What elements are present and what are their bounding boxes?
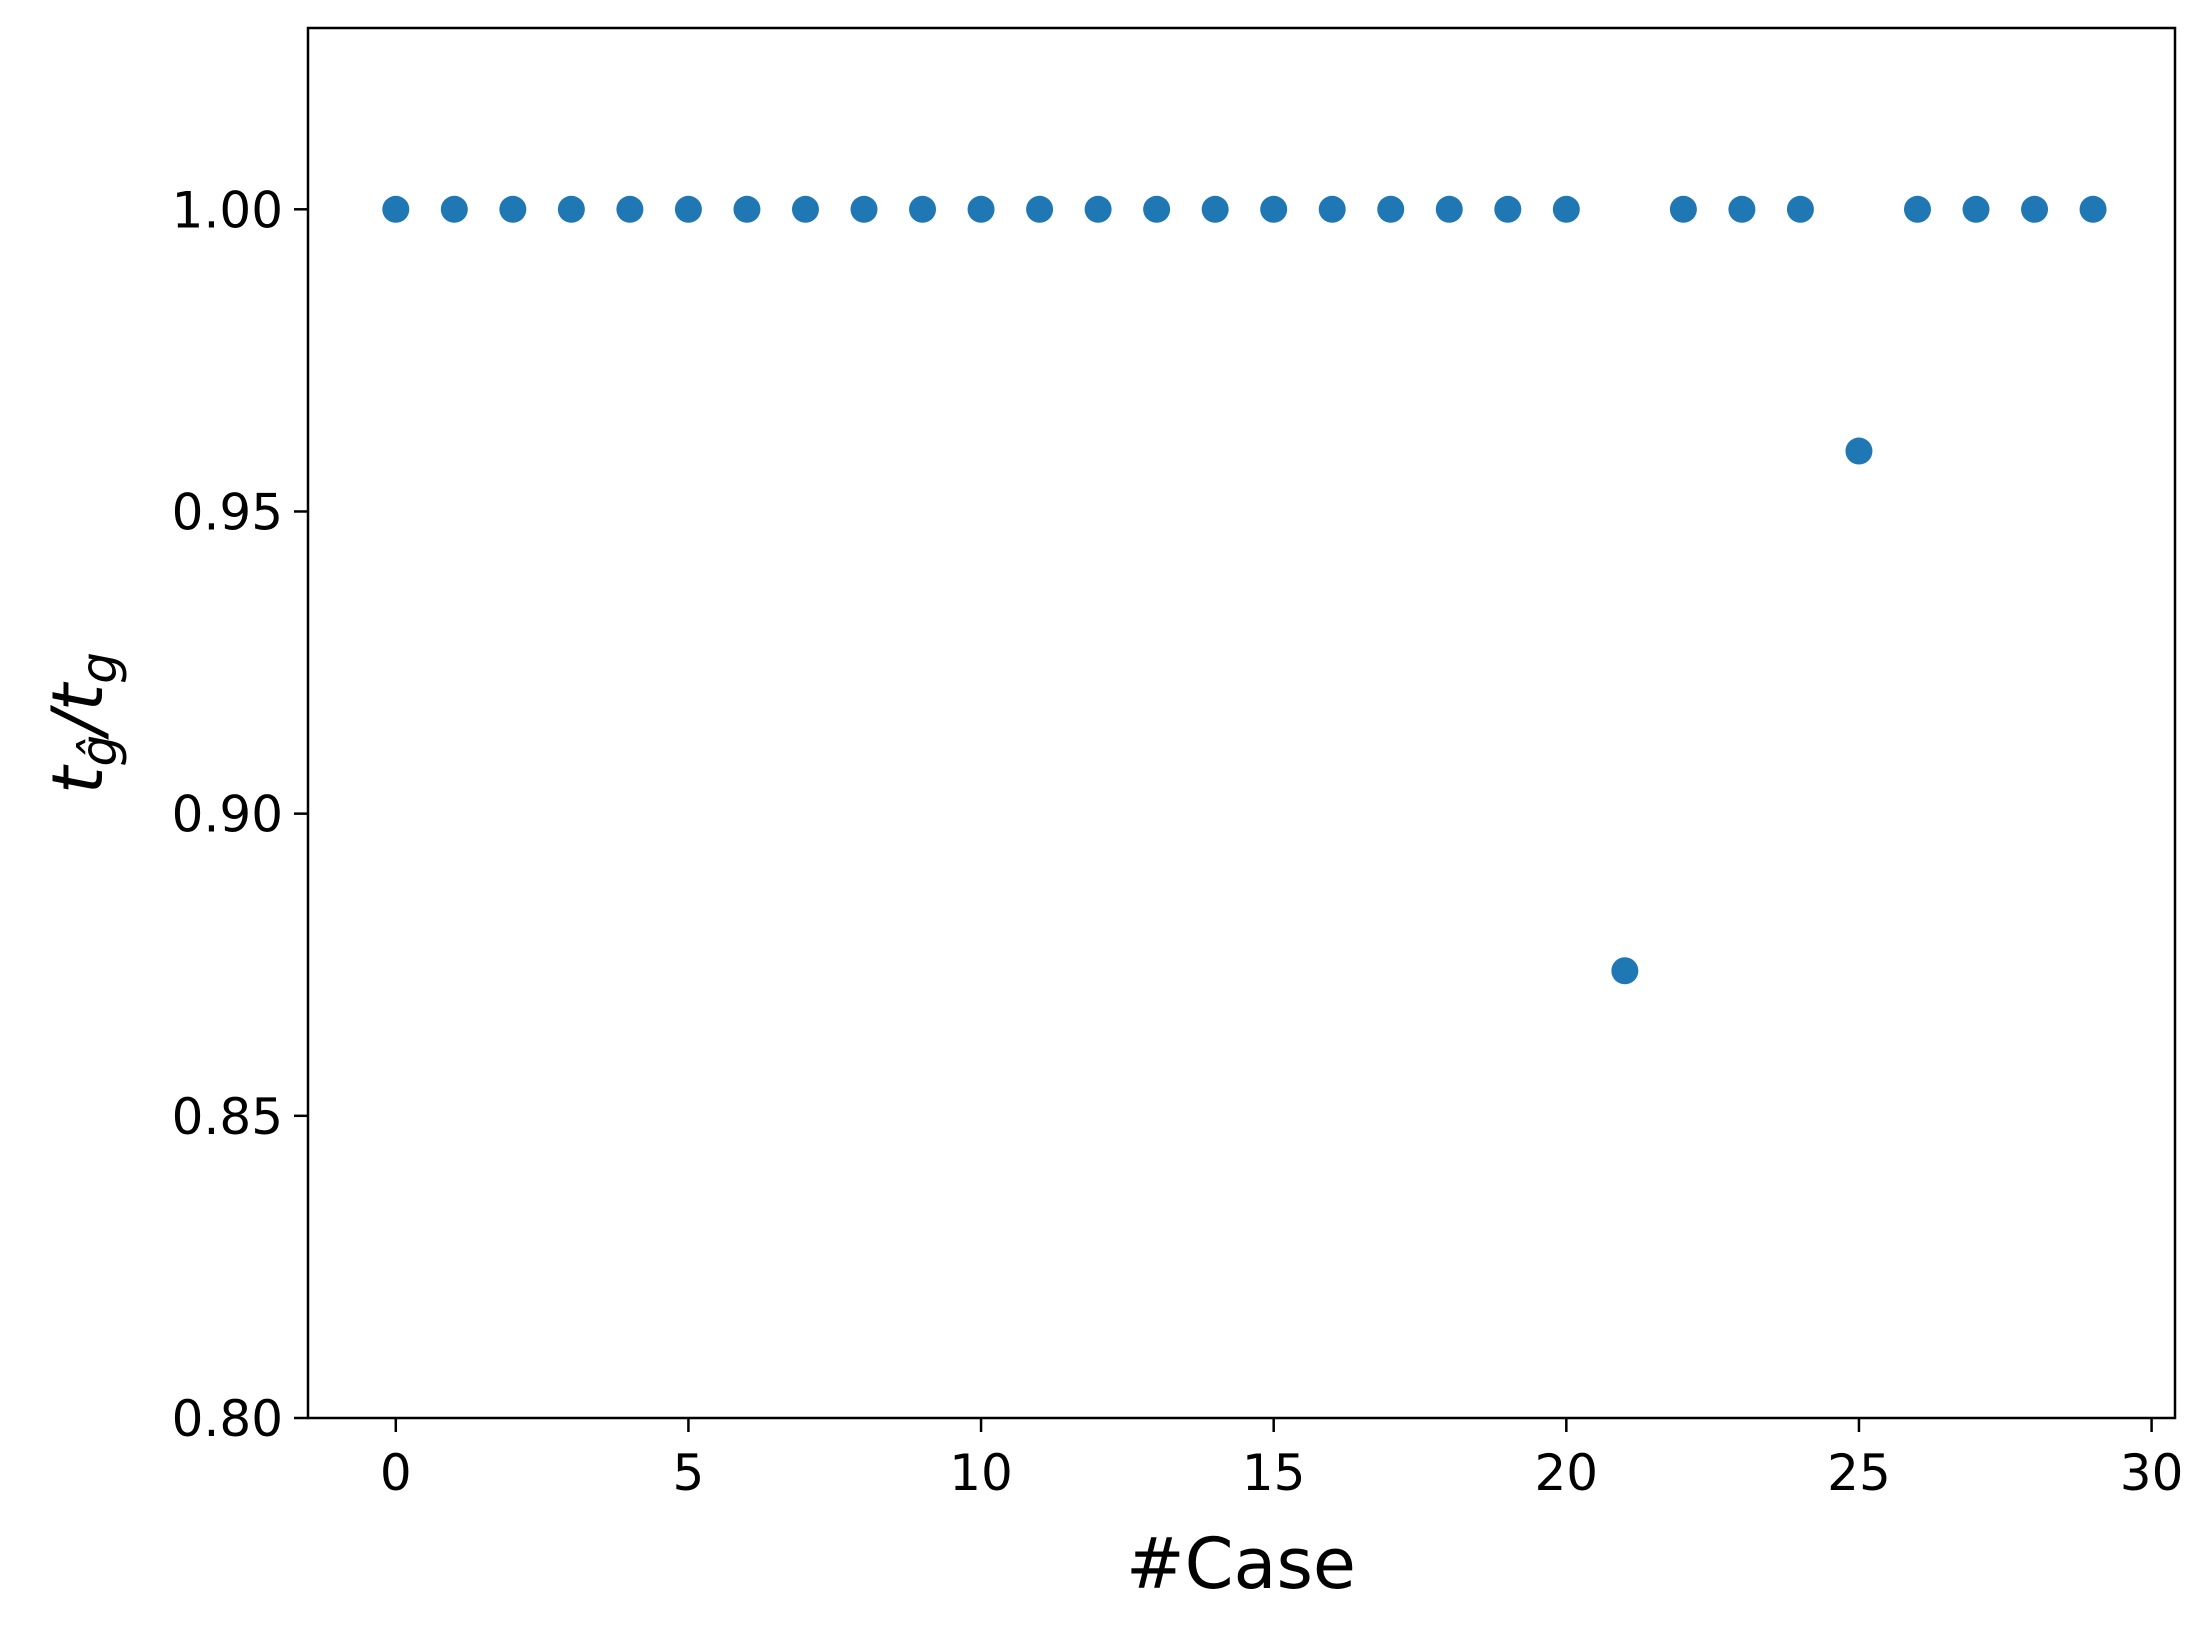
- svg-text:tĝ/tg: tĝ/tg: [37, 652, 128, 794]
- data-point: [1845, 437, 1873, 465]
- data-point: [1201, 195, 1229, 223]
- y-tick-label: 0.90: [172, 786, 283, 844]
- data-point: [1318, 195, 1346, 223]
- y-tick-label: 0.80: [172, 1390, 283, 1448]
- x-axis-label: #Case: [1126, 1523, 1356, 1605]
- data-point: [1143, 195, 1171, 223]
- data-point: [850, 195, 878, 223]
- data-point: [2021, 195, 2049, 223]
- x-tick-label: 25: [1827, 1444, 1891, 1502]
- data-point: [967, 195, 995, 223]
- y-axis-ticks: 0.80 0.85 0.90 0.95 1.00: [172, 181, 308, 1448]
- x-tick-label: 0: [380, 1444, 412, 1502]
- data-point: [674, 195, 702, 223]
- x-tick-label: 20: [1535, 1444, 1599, 1502]
- data-point: [2079, 195, 2107, 223]
- data-point: [499, 195, 527, 223]
- data-points: [382, 195, 2107, 985]
- data-point: [733, 195, 761, 223]
- data-point: [1084, 195, 1112, 223]
- data-point: [557, 195, 585, 223]
- y-tick-label: 0.95: [172, 483, 283, 541]
- data-point: [1435, 195, 1463, 223]
- data-point: [1494, 195, 1522, 223]
- data-point: [1611, 957, 1639, 985]
- x-tick-label: 10: [949, 1444, 1013, 1502]
- data-point: [1786, 195, 1814, 223]
- x-tick-label: 15: [1242, 1444, 1306, 1502]
- x-axis-ticks: 0 5 10 15 20 25 30: [380, 1418, 2184, 1502]
- y-tick-label: 1.00: [172, 181, 283, 239]
- data-point: [909, 195, 937, 223]
- data-point: [382, 195, 410, 223]
- data-point: [616, 195, 644, 223]
- data-point: [1377, 195, 1405, 223]
- data-point: [1260, 195, 1288, 223]
- data-point: [440, 195, 468, 223]
- y-tick-label: 0.85: [172, 1088, 283, 1146]
- data-point: [791, 195, 819, 223]
- y-axis-label: tĝ/tg: [37, 652, 128, 794]
- x-tick-label: 30: [2120, 1444, 2184, 1502]
- plot-area: [306, 26, 2177, 1420]
- data-point: [1903, 195, 1931, 223]
- data-point: [1728, 195, 1756, 223]
- x-tick-label: 5: [673, 1444, 705, 1502]
- data-point: [1669, 195, 1697, 223]
- data-point: [1552, 195, 1580, 223]
- data-point: [1962, 195, 1990, 223]
- data-point: [1026, 195, 1054, 223]
